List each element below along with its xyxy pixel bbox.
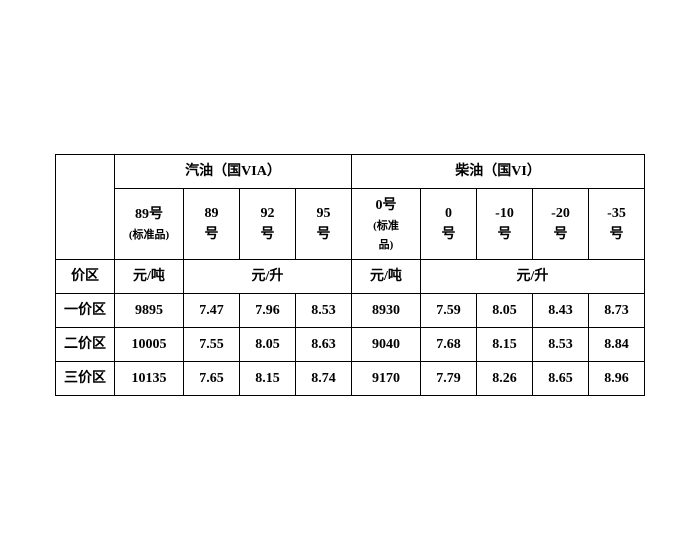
header-gas-89-standard: 89号 (标准品) bbox=[115, 189, 184, 260]
header-diesel-0-standard: 0号 (标准 品) bbox=[352, 189, 421, 260]
cell-diesel-m10: 8.15 bbox=[477, 328, 533, 362]
cell-diesel-m20: 8.65 bbox=[533, 362, 589, 396]
cell-gas-std: 9895 bbox=[115, 294, 184, 328]
header-diesel-group: 柴油（国VI） bbox=[352, 155, 645, 189]
unit-yuan-liter-diesel: 元/升 bbox=[421, 260, 645, 294]
cell-gas-95: 8.53 bbox=[296, 294, 352, 328]
header-gas-95: 95 号 bbox=[296, 189, 352, 260]
header-diesel-m10-l2: 号 bbox=[481, 224, 528, 245]
cell-gas-92: 7.96 bbox=[240, 294, 296, 328]
cell-gas-95: 8.63 bbox=[296, 328, 352, 362]
table-row: 价区 元/吨 元/升 元/吨 元/升 bbox=[56, 260, 645, 294]
header-diesel-0-l1: 0 bbox=[425, 203, 472, 224]
header-gas-92: 92 号 bbox=[240, 189, 296, 260]
table-row: 89号 (标准品) 89 号 92 号 95 号 0号 (标准 品) 0 号 -… bbox=[56, 189, 645, 260]
cell-diesel-std: 9040 bbox=[352, 328, 421, 362]
header-gasoline-group: 汽油（国VIA） bbox=[115, 155, 352, 189]
header-gas-95-l2: 号 bbox=[300, 224, 347, 245]
table-row: 汽油（国VIA） 柴油（国VI） bbox=[56, 155, 645, 189]
header-diesel-m35: -35 号 bbox=[589, 189, 645, 260]
cell-gas-89: 7.55 bbox=[184, 328, 240, 362]
cell-diesel-m35: 8.84 bbox=[589, 328, 645, 362]
unit-yuan-ton-gas: 元/吨 bbox=[115, 260, 184, 294]
header-region: 价区 bbox=[56, 260, 115, 294]
table-row: 一价区 9895 7.47 7.96 8.53 8930 7.59 8.05 8… bbox=[56, 294, 645, 328]
header-diesel-m10: -10 号 bbox=[477, 189, 533, 260]
header-diesel-m10-l1: -10 bbox=[481, 203, 528, 224]
header-gas-92-l1: 92 bbox=[244, 203, 291, 224]
header-diesel-m20-l2: 号 bbox=[537, 224, 584, 245]
table-row: 二价区 10005 7.55 8.05 8.63 9040 7.68 8.15 … bbox=[56, 328, 645, 362]
table-row: 三价区 10135 7.65 8.15 8.74 9170 7.79 8.26 … bbox=[56, 362, 645, 396]
cell-region: 二价区 bbox=[56, 328, 115, 362]
cell-diesel-m10: 8.05 bbox=[477, 294, 533, 328]
cell-diesel-0: 7.59 bbox=[421, 294, 477, 328]
header-gas-95-l1: 95 bbox=[300, 203, 347, 224]
header-diesel-0: 0 号 bbox=[421, 189, 477, 260]
cell-diesel-m35: 8.73 bbox=[589, 294, 645, 328]
cell-diesel-std: 8930 bbox=[352, 294, 421, 328]
header-diesel-0-l2: 号 bbox=[425, 224, 472, 245]
header-diesel-0-std-l1: 0号 bbox=[356, 195, 416, 216]
header-gas-89-l2: 号 bbox=[188, 224, 235, 245]
cell-diesel-m20: 8.53 bbox=[533, 328, 589, 362]
cell-gas-92: 8.15 bbox=[240, 362, 296, 396]
header-diesel-m20: -20 号 bbox=[533, 189, 589, 260]
header-diesel-m20-l1: -20 bbox=[537, 203, 584, 224]
blank-corner bbox=[56, 155, 115, 260]
header-gas-89-l1: 89 bbox=[188, 203, 235, 224]
unit-yuan-ton-diesel: 元/吨 bbox=[352, 260, 421, 294]
cell-gas-95: 8.74 bbox=[296, 362, 352, 396]
header-gas-92-l2: 号 bbox=[244, 224, 291, 245]
header-diesel-0-std-l3: 品) bbox=[356, 237, 416, 254]
header-gas-89-standard-l2: (标准品) bbox=[119, 227, 179, 244]
cell-region: 三价区 bbox=[56, 362, 115, 396]
header-diesel-0-std-l2: (标准 bbox=[356, 218, 416, 235]
cell-diesel-0: 7.68 bbox=[421, 328, 477, 362]
cell-gas-92: 8.05 bbox=[240, 328, 296, 362]
header-gas-89-standard-l1: 89号 bbox=[119, 204, 179, 225]
header-gas-89: 89 号 bbox=[184, 189, 240, 260]
cell-gas-89: 7.65 bbox=[184, 362, 240, 396]
cell-region: 一价区 bbox=[56, 294, 115, 328]
cell-diesel-0: 7.79 bbox=[421, 362, 477, 396]
header-diesel-m35-l1: -35 bbox=[593, 203, 640, 224]
cell-gas-std: 10005 bbox=[115, 328, 184, 362]
cell-diesel-std: 9170 bbox=[352, 362, 421, 396]
unit-yuan-liter-gas: 元/升 bbox=[184, 260, 352, 294]
cell-diesel-m35: 8.96 bbox=[589, 362, 645, 396]
header-diesel-m35-l2: 号 bbox=[593, 224, 640, 245]
cell-gas-std: 10135 bbox=[115, 362, 184, 396]
cell-gas-89: 7.47 bbox=[184, 294, 240, 328]
fuel-price-table: 汽油（国VIA） 柴油（国VI） 89号 (标准品) 89 号 92 号 95 … bbox=[55, 154, 645, 396]
cell-diesel-m20: 8.43 bbox=[533, 294, 589, 328]
cell-diesel-m10: 8.26 bbox=[477, 362, 533, 396]
